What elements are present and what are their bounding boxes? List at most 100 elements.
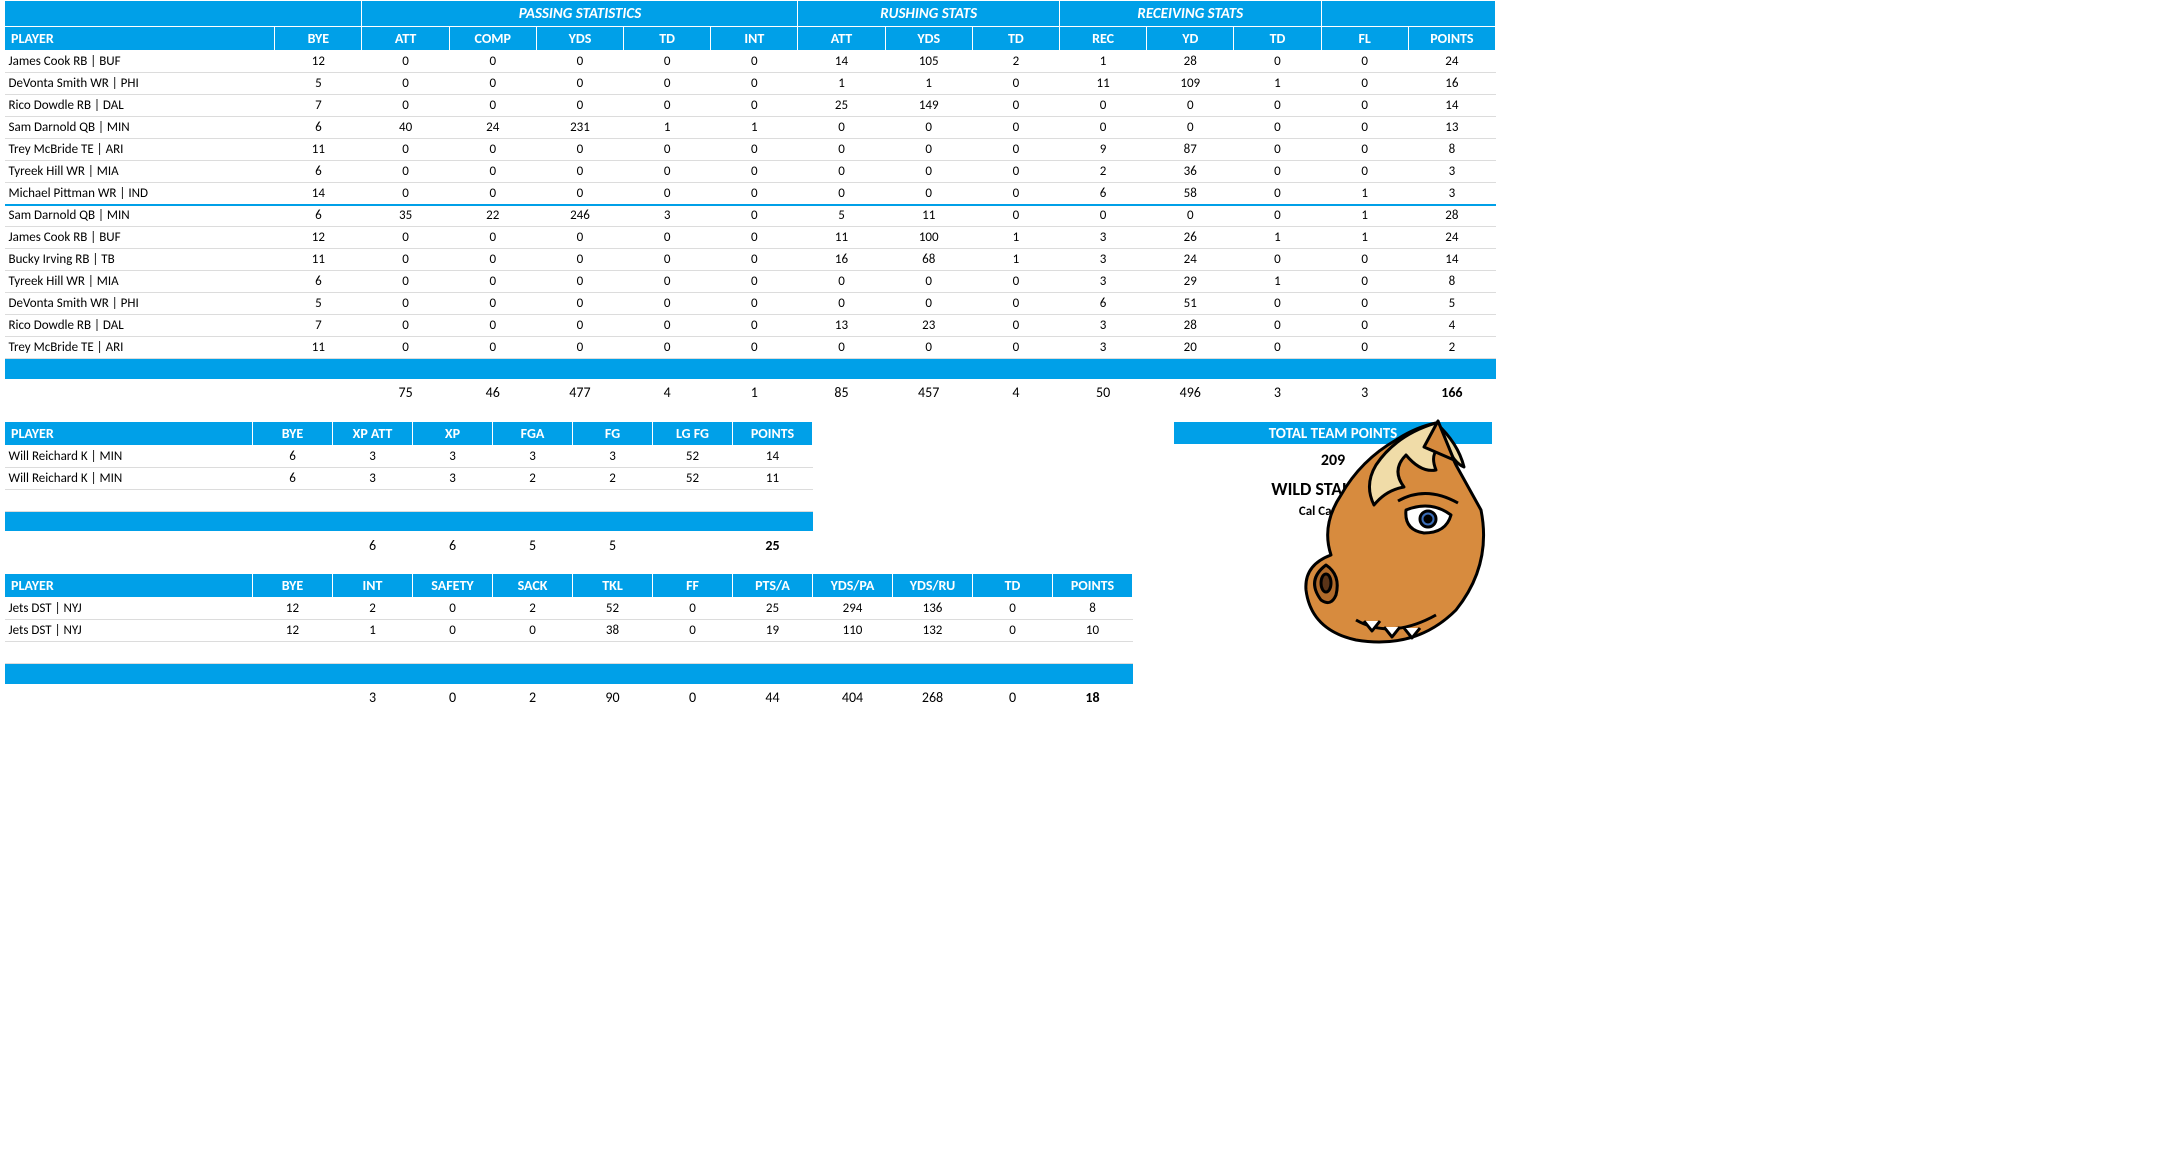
cell-rc-td: 1 xyxy=(1234,271,1321,293)
cell-points: 4 xyxy=(1408,315,1495,337)
d-total-tkl: 90 xyxy=(573,684,653,712)
k-col-fga: FGA xyxy=(493,421,573,445)
total-rc-yd: 496 xyxy=(1147,379,1234,407)
cell-rc-rec: 3 xyxy=(1059,249,1146,271)
kicker-table: PLAYER BYE XP ATT XP FGA FG LG FG POINTS… xyxy=(4,421,813,560)
cell-p-att: 0 xyxy=(362,139,449,161)
d-col-points: POINTS xyxy=(1053,574,1133,598)
cell-p-td: 0 xyxy=(624,249,711,271)
cell-r-yds: 0 xyxy=(885,183,972,205)
player-cell: James Cook RB | BUF xyxy=(5,227,275,249)
cell-p-yds: 0 xyxy=(536,315,623,337)
cell-r-td: 2 xyxy=(972,51,1059,73)
cell-fl: 1 xyxy=(1321,205,1408,227)
total-r-yds: 457 xyxy=(885,379,972,407)
cell-p-td: 0 xyxy=(624,73,711,95)
cell-points: 8 xyxy=(1408,271,1495,293)
col-r-att: ATT xyxy=(798,27,885,51)
table-row: Jets DST | NYJ1210038019110132010 xyxy=(5,620,1133,642)
k-col-lgfg: LG FG xyxy=(653,421,733,445)
cell-rc-rec: 3 xyxy=(1059,227,1146,249)
player-cell: Tyreek Hill WR | MIA xyxy=(5,161,275,183)
cell-r-yds: 0 xyxy=(885,117,972,139)
cell-bye: 6 xyxy=(253,467,333,489)
cell-p-att: 40 xyxy=(362,117,449,139)
cell-p-comp: 0 xyxy=(449,139,536,161)
cell-fl: 0 xyxy=(1321,249,1408,271)
d-total-points: 18 xyxy=(1053,684,1133,712)
col-p-td: TD xyxy=(624,27,711,51)
cell-lgfg: 52 xyxy=(653,467,733,489)
cell-r-att: 5 xyxy=(798,205,885,227)
cell-p-comp: 0 xyxy=(449,183,536,205)
d-total-ptsa: 44 xyxy=(733,684,813,712)
cell-r-td: 0 xyxy=(972,271,1059,293)
cell-p-td: 0 xyxy=(624,293,711,315)
cell-rc-td: 0 xyxy=(1234,205,1321,227)
cell-rc-yd: 109 xyxy=(1147,73,1234,95)
cell-tkl: 38 xyxy=(573,620,653,642)
cell-p-int: 0 xyxy=(711,293,798,315)
cell-r-td: 0 xyxy=(972,73,1059,95)
cell-bye: 12 xyxy=(253,620,333,642)
cell-r-td: 0 xyxy=(972,161,1059,183)
cell-p-int: 0 xyxy=(711,271,798,293)
cell-bye: 5 xyxy=(275,73,362,95)
cell-rc-td: 0 xyxy=(1234,183,1321,205)
cell-fl: 0 xyxy=(1321,161,1408,183)
cell-p-comp: 0 xyxy=(449,249,536,271)
cell-ff: 0 xyxy=(653,620,733,642)
cell-points: 3 xyxy=(1408,161,1495,183)
cell-r-yds: 149 xyxy=(885,95,972,117)
cell-p-int: 0 xyxy=(711,227,798,249)
k-col-xp: XP xyxy=(413,421,493,445)
cell-p-int: 0 xyxy=(711,249,798,271)
cell-r-att: 14 xyxy=(798,51,885,73)
cell-r-att: 0 xyxy=(798,337,885,359)
cell-r-td: 0 xyxy=(972,183,1059,205)
cell-bye: 7 xyxy=(275,315,362,337)
player-cell: Jets DST | NYJ xyxy=(5,620,253,642)
cell-p-td: 0 xyxy=(624,227,711,249)
cell-p-int: 1 xyxy=(711,117,798,139)
cell-rc-rec: 6 xyxy=(1059,183,1146,205)
col-p-int: INT xyxy=(711,27,798,51)
k-col-xpatt: XP ATT xyxy=(333,421,413,445)
cell-rc-yd: 0 xyxy=(1147,95,1234,117)
cell-r-td: 0 xyxy=(972,117,1059,139)
table-row: Trey McBride TE | ARI1100000000320002 xyxy=(5,337,1496,359)
cell-points: 8 xyxy=(1408,139,1495,161)
d-col-ptsa: PTS/A xyxy=(733,574,813,598)
total-r-att: 85 xyxy=(798,379,885,407)
cell-p-td: 0 xyxy=(624,161,711,183)
cell-rc-rec: 0 xyxy=(1059,205,1146,227)
cell-xpatt: 3 xyxy=(333,467,413,489)
total-points: 166 xyxy=(1408,379,1495,407)
cell-ydspa: 294 xyxy=(813,598,893,620)
cell-points: 8 xyxy=(1053,598,1133,620)
cell-fg: 2 xyxy=(573,467,653,489)
cell-r-yds: 0 xyxy=(885,161,972,183)
cell-safety: 0 xyxy=(413,620,493,642)
cell-r-att: 0 xyxy=(798,117,885,139)
cell-points: 24 xyxy=(1408,51,1495,73)
cell-fl: 0 xyxy=(1321,315,1408,337)
d-total-safety: 0 xyxy=(413,684,493,712)
cell-points: 13 xyxy=(1408,117,1495,139)
cell-rc-rec: 11 xyxy=(1059,73,1146,95)
player-cell: Jets DST | NYJ xyxy=(5,598,253,620)
horse-mascot-icon xyxy=(1286,415,1496,655)
cell-p-comp: 0 xyxy=(449,51,536,73)
cell-p-yds: 0 xyxy=(536,337,623,359)
table-row: Jets DST | NYJ122025202529413608 xyxy=(5,598,1133,620)
offense-table: PASSING STATISTICS RUSHING STATS RECEIVI… xyxy=(4,0,1496,407)
d-col-td: TD xyxy=(973,574,1053,598)
cell-p-comp: 0 xyxy=(449,293,536,315)
cell-p-yds: 0 xyxy=(536,73,623,95)
cell-p-int: 0 xyxy=(711,315,798,337)
d-total-int: 3 xyxy=(333,684,413,712)
table-row: Rico Dowdle RB | DAL700000251490000014 xyxy=(5,95,1496,117)
cell-rc-td: 0 xyxy=(1234,95,1321,117)
cell-bye: 6 xyxy=(253,445,333,467)
cell-p-att: 0 xyxy=(362,337,449,359)
